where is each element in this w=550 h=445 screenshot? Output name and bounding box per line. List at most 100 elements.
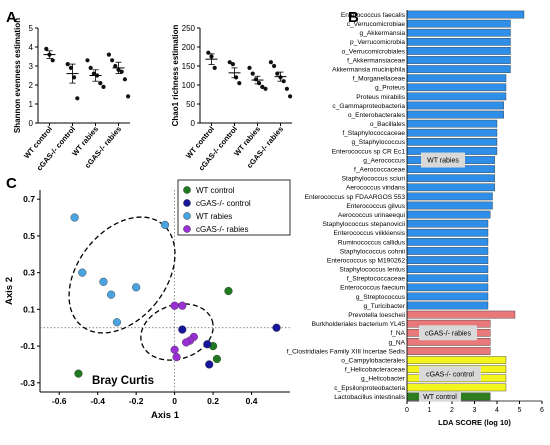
group-label-box	[419, 325, 477, 341]
data-point	[119, 69, 124, 74]
taxon-label: o_Enterobacterales	[348, 112, 406, 119]
taxon-label: g_Proteus	[375, 85, 406, 92]
legend-swatch	[183, 199, 191, 207]
data-point	[263, 86, 268, 91]
taxon-label: Akkermansia muciniphila	[332, 67, 405, 74]
data-point	[126, 94, 131, 99]
taxon-label: c_Gammaproteobacteria	[332, 103, 405, 110]
data-point	[113, 63, 118, 69]
lda-bar	[406, 238, 489, 246]
lda-bar	[406, 201, 493, 210]
y-tick-label: 0	[191, 119, 196, 128]
lda-bar	[406, 347, 491, 355]
pcoa-point	[172, 353, 181, 362]
legend-swatch	[183, 212, 191, 220]
data-point	[110, 58, 115, 63]
taxon-label: f_NA	[390, 330, 405, 337]
panel-label-b: B	[348, 9, 359, 26]
lda-bar	[406, 110, 504, 119]
x-tick-label: -0.2	[129, 396, 144, 406]
y-tick-label: 3	[29, 62, 34, 71]
x-tick-label: 3	[473, 407, 477, 414]
bray-curtis-pcoa-plot: -0.6 -0.4 -0.2 0 0.2 0.4 0.7 0.5 0.3 0.1 -0.1 -0.3 A…	[4, 179, 291, 421]
pcoa-point	[70, 213, 79, 222]
pcoa-point	[224, 286, 233, 296]
lda-bar	[406, 292, 489, 301]
y-tick-label: 150	[182, 62, 196, 71]
legend-label: cGAS-/- control	[196, 199, 251, 208]
y-tick-label: 250	[182, 24, 196, 33]
legend-swatch	[183, 225, 191, 233]
data-point	[65, 62, 70, 67]
y-tick-label: 100	[182, 81, 196, 90]
x-tick-label: -0.6	[52, 396, 67, 406]
pcoa-point	[170, 345, 179, 354]
data-point	[260, 84, 265, 89]
panel-label-c: C	[6, 175, 17, 192]
data-point	[50, 58, 55, 63]
lda-bar	[406, 138, 498, 146]
x-tick-label: 0	[172, 396, 177, 406]
taxon-label: Staphylococcus lentus	[339, 267, 405, 274]
pcoa-point	[160, 220, 170, 229]
group-label: WT control	[423, 394, 457, 401]
y-axis-title: Axis 2	[4, 277, 15, 305]
y-tick-label: 2	[29, 81, 34, 90]
lda-bar	[406, 101, 504, 110]
lda-bar	[406, 356, 507, 364]
y-axis-title: Chao1 richness estimation	[171, 24, 180, 126]
y-tick-label: -0.3	[20, 378, 35, 388]
data-point	[75, 96, 80, 101]
y-tick-label: 0	[29, 119, 34, 128]
y-tick-label: 0.5	[23, 231, 35, 241]
pcoa-point	[74, 369, 83, 378]
data-point	[98, 81, 103, 86]
chart-title: Bray Curtis	[92, 375, 154, 387]
lda-bar	[406, 37, 511, 46]
taxon-label: g_NA	[389, 339, 406, 346]
pcoa-point	[99, 277, 108, 286]
taxon-label: Enterococcus sp M190262	[327, 257, 405, 264]
taxon-label: g_Staphylococcus	[351, 139, 405, 146]
lda-bar	[406, 47, 511, 55]
x-tick-label: 5	[518, 407, 522, 414]
x-tick-label: 2	[450, 407, 454, 414]
taxon-label: Staphylococcus sciuri	[342, 176, 406, 183]
data-point	[275, 71, 280, 76]
pcoa-point	[272, 323, 281, 332]
taxon-label: g_Helicobacter	[361, 376, 406, 383]
data-point	[230, 62, 235, 67]
taxon-label: Lactobacillus intestinalis	[334, 394, 405, 401]
y-axis-title: Shannon evenness estimation	[13, 18, 22, 133]
x-tick-label: 6	[540, 407, 544, 414]
data-point	[237, 81, 242, 86]
taxon-label: Proteus mirabilis	[356, 94, 405, 101]
cluster-ellipse	[140, 303, 214, 361]
x-axis-title: Axis 1	[151, 410, 180, 421]
y-tick-label: 0.7	[23, 194, 35, 204]
taxon-label: f_Helicobacteraceae	[345, 367, 405, 374]
data-point	[247, 65, 252, 70]
taxon-label: Ruminococcus callidus	[338, 239, 406, 246]
lda-bar	[406, 28, 511, 37]
data-point	[88, 65, 93, 70]
pcoa-point	[107, 290, 116, 299]
lda-bar	[406, 192, 493, 201]
data-point	[44, 46, 49, 52]
x-tick-label: 1	[428, 407, 432, 414]
legend-label: cGAS-/- rabies	[196, 225, 248, 234]
group-label-box	[421, 152, 465, 168]
lda-bar	[406, 219, 489, 228]
data-point	[288, 94, 293, 99]
lda-bar	[406, 10, 525, 19]
taxon-label: o_Verrucomicrobiales	[342, 48, 406, 55]
group-label: cGAS-/- control	[426, 371, 474, 378]
data-point	[106, 52, 111, 57]
taxon-label: f_Aerococcaceae	[354, 167, 405, 174]
pcoa-point	[78, 268, 87, 277]
taxon-label: Enterococcus sp FDAARGOS 553	[305, 194, 406, 201]
x-tick-label: 4	[495, 407, 499, 414]
pcoa-point	[178, 301, 187, 310]
